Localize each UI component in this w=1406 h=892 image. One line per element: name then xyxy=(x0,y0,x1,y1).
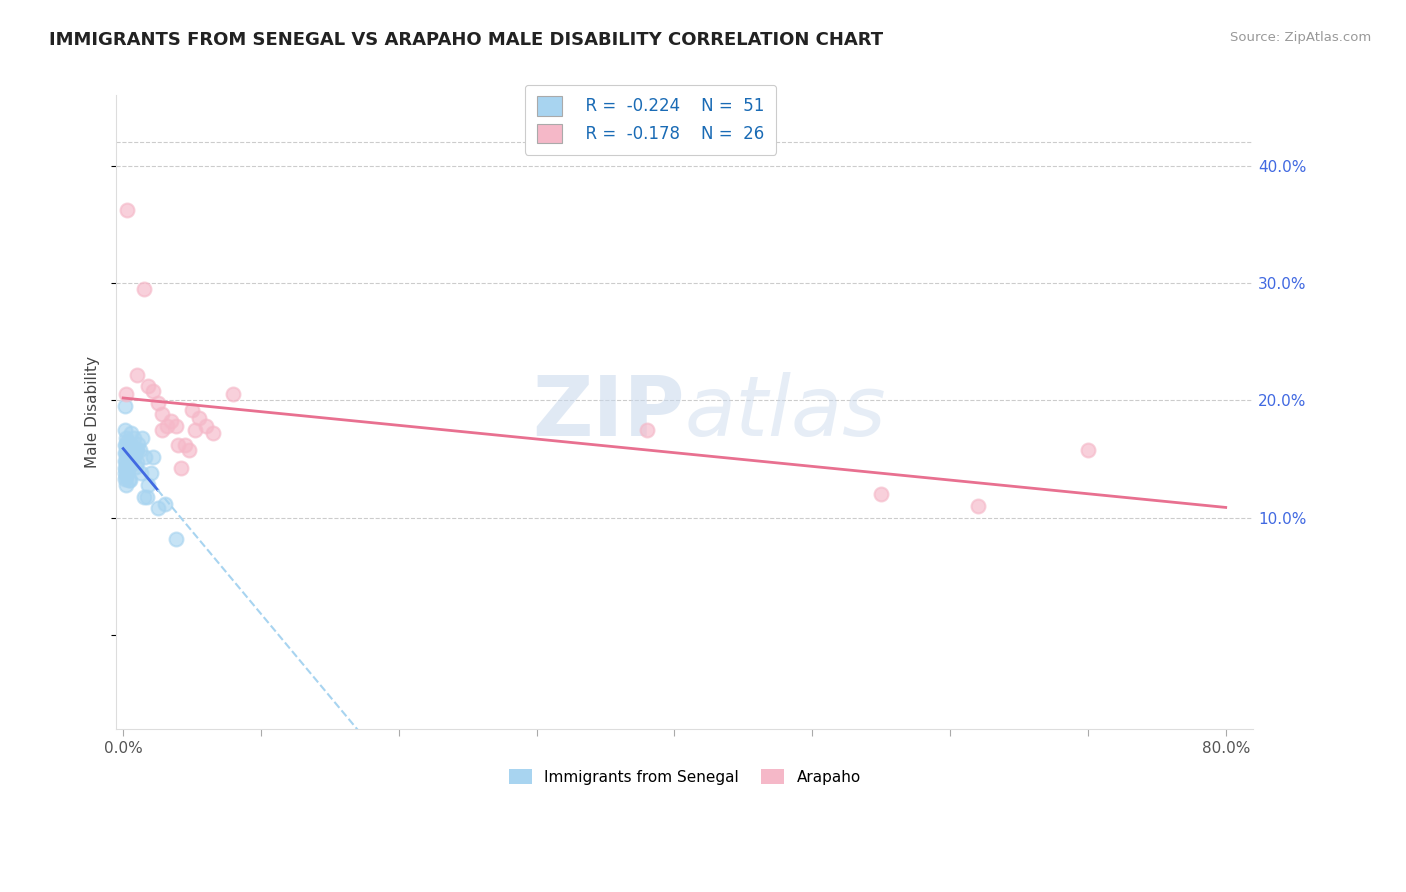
Point xyxy=(118,458,141,472)
Point xyxy=(1077,442,1099,457)
Point xyxy=(636,423,658,437)
Text: Source: ZipAtlas.com: Source: ZipAtlas.com xyxy=(1230,31,1371,45)
Point xyxy=(114,461,136,475)
Text: IMMIGRANTS FROM SENEGAL VS ARAPAHO MALE DISABILITY CORRELATION CHART: IMMIGRANTS FROM SENEGAL VS ARAPAHO MALE … xyxy=(49,31,883,49)
Point xyxy=(125,455,148,469)
Point xyxy=(122,431,145,445)
Point xyxy=(146,395,169,409)
Point xyxy=(125,368,148,382)
Point xyxy=(160,414,183,428)
Text: ZIP: ZIP xyxy=(533,372,685,452)
Y-axis label: Male Disability: Male Disability xyxy=(86,356,100,468)
Point xyxy=(115,477,138,491)
Point xyxy=(132,282,155,296)
Point xyxy=(114,423,136,437)
Point xyxy=(167,438,190,452)
Point xyxy=(117,457,139,471)
Point xyxy=(115,461,138,475)
Point xyxy=(114,466,136,480)
Point xyxy=(121,442,143,457)
Point xyxy=(146,501,169,516)
Point xyxy=(124,442,146,457)
Point xyxy=(135,490,157,504)
Point xyxy=(115,387,138,401)
Point xyxy=(174,438,197,452)
Point xyxy=(142,450,165,464)
Point xyxy=(114,472,136,486)
Point xyxy=(165,532,187,546)
Point xyxy=(201,426,224,441)
Point xyxy=(134,450,156,464)
Point xyxy=(120,426,142,441)
Point xyxy=(118,446,141,460)
Point xyxy=(114,438,136,452)
Point xyxy=(188,411,211,425)
Point xyxy=(120,438,142,452)
Point xyxy=(121,450,143,464)
Point xyxy=(114,446,136,460)
Point xyxy=(122,450,145,464)
Point xyxy=(150,408,173,422)
Point xyxy=(131,431,153,445)
Point xyxy=(124,460,146,475)
Point xyxy=(117,434,139,449)
Point xyxy=(117,203,139,218)
Point xyxy=(118,473,141,487)
Point xyxy=(115,469,138,483)
Point xyxy=(156,419,179,434)
Text: atlas: atlas xyxy=(685,372,886,452)
Point xyxy=(115,431,138,445)
Point xyxy=(870,487,893,501)
Point xyxy=(117,442,139,457)
Point xyxy=(115,446,138,460)
Point xyxy=(118,442,141,457)
Point xyxy=(170,461,193,475)
Point xyxy=(139,466,162,480)
Legend: Immigrants from Senegal, Arapaho: Immigrants from Senegal, Arapaho xyxy=(502,763,868,791)
Point xyxy=(128,442,150,457)
Point xyxy=(118,438,141,452)
Point xyxy=(117,466,139,480)
Point xyxy=(115,454,138,468)
Point xyxy=(194,419,217,434)
Point xyxy=(127,436,149,450)
Point xyxy=(181,402,204,417)
Point xyxy=(125,442,148,457)
Point xyxy=(222,387,245,401)
Point xyxy=(136,477,159,491)
Point xyxy=(114,454,136,468)
Point xyxy=(117,450,139,464)
Point xyxy=(132,490,155,504)
Point xyxy=(966,499,988,513)
Point xyxy=(118,457,141,471)
Point xyxy=(153,497,176,511)
Point xyxy=(115,438,138,452)
Point xyxy=(136,379,159,393)
Point xyxy=(129,466,152,480)
Point xyxy=(150,423,173,437)
Point xyxy=(142,384,165,398)
Point xyxy=(165,419,187,434)
Point xyxy=(118,450,141,464)
Point xyxy=(184,423,207,437)
Point xyxy=(118,473,141,487)
Point xyxy=(179,442,201,457)
Point xyxy=(114,399,136,413)
